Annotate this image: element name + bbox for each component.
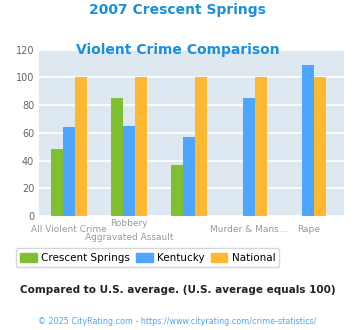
Text: All Violent Crime: All Violent Crime xyxy=(31,225,107,234)
Bar xyxy=(183,137,195,216)
Text: Robbery: Robbery xyxy=(110,219,148,228)
Bar xyxy=(135,77,147,216)
Bar xyxy=(51,149,63,216)
Bar xyxy=(315,77,326,216)
Text: Murder & Mans...: Murder & Mans... xyxy=(210,225,287,234)
Bar xyxy=(123,126,135,216)
Bar xyxy=(75,77,87,216)
Text: Aggravated Assault: Aggravated Assault xyxy=(84,233,173,242)
Bar xyxy=(63,127,75,216)
Text: Compared to U.S. average. (U.S. average equals 100): Compared to U.S. average. (U.S. average … xyxy=(20,285,335,295)
Legend: Crescent Springs, Kentucky, National: Crescent Springs, Kentucky, National xyxy=(16,248,279,267)
Bar xyxy=(255,77,267,216)
Text: Rape: Rape xyxy=(297,225,320,234)
Bar xyxy=(242,98,255,216)
Text: Violent Crime Comparison: Violent Crime Comparison xyxy=(76,43,279,57)
Bar xyxy=(195,77,207,216)
Bar xyxy=(111,98,123,216)
Text: © 2025 CityRating.com - https://www.cityrating.com/crime-statistics/: © 2025 CityRating.com - https://www.city… xyxy=(38,317,317,326)
Text: 2007 Crescent Springs: 2007 Crescent Springs xyxy=(89,3,266,17)
Bar xyxy=(302,65,315,216)
Bar xyxy=(171,165,183,216)
